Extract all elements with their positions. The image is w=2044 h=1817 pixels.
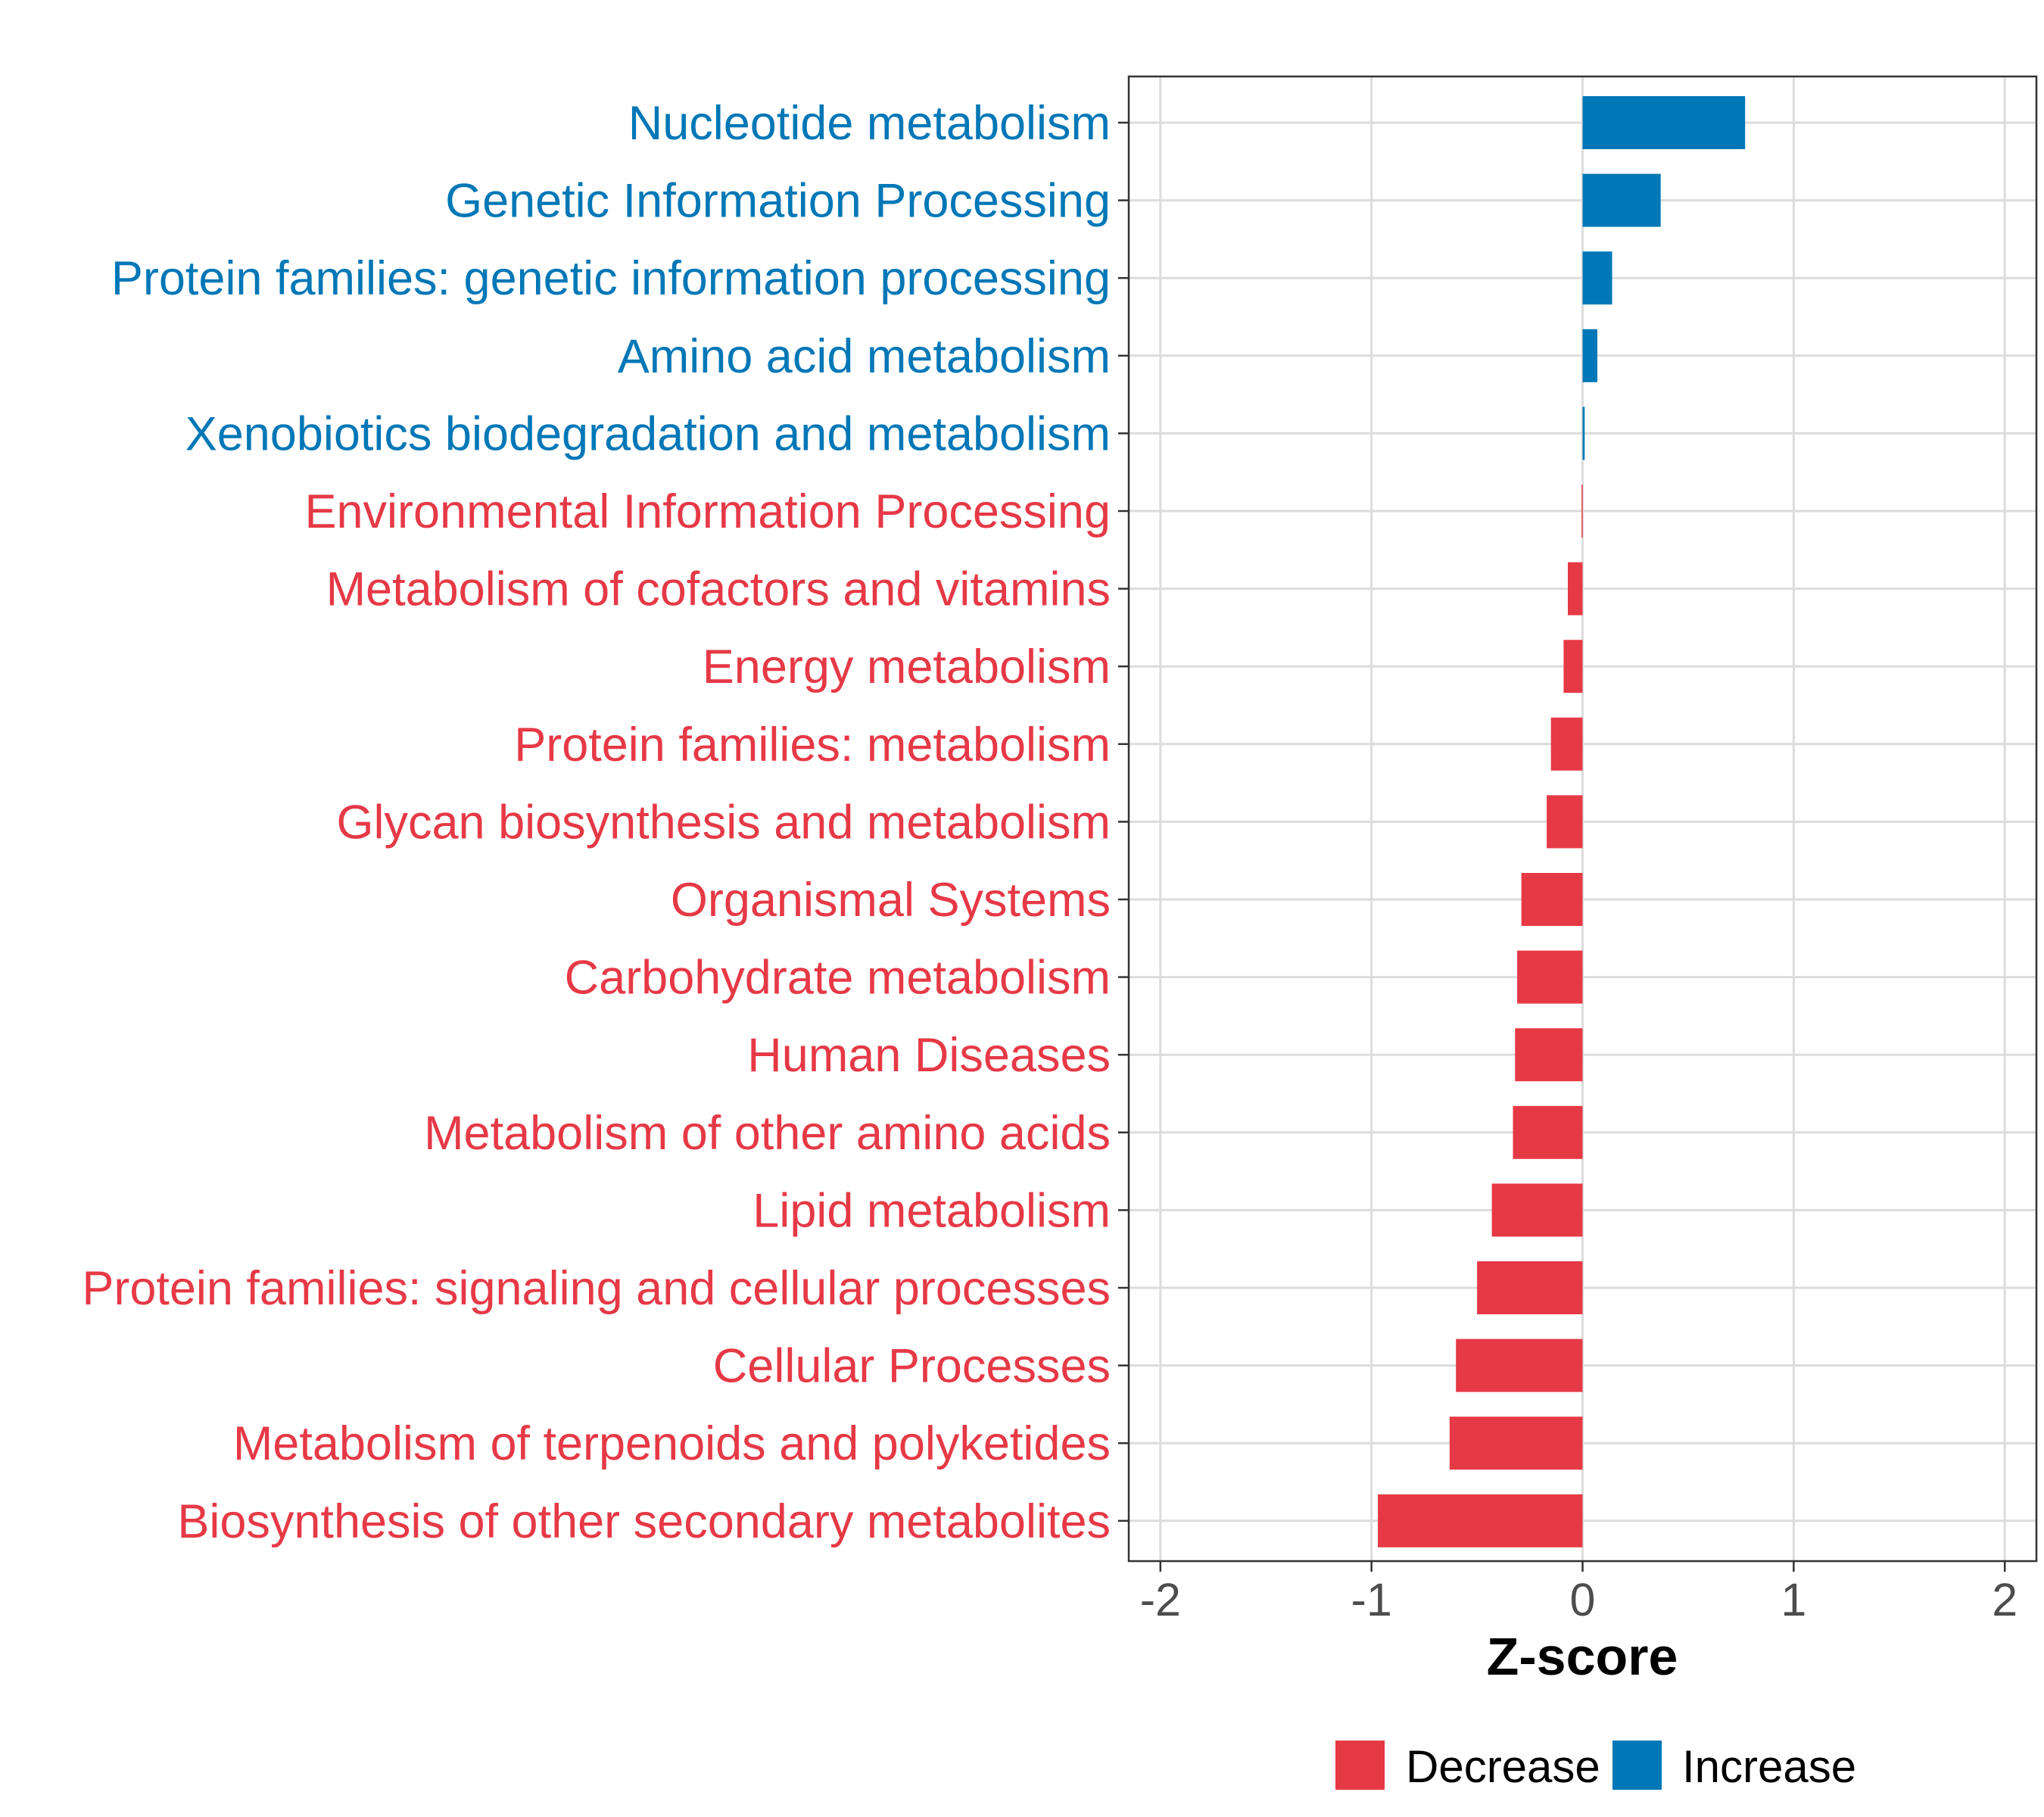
legend-swatch-increase [1612,1741,1662,1790]
x-axis-title: Z-score [1487,1627,1678,1686]
category-label: Protein families: metabolism [514,718,1111,771]
legend-swatch-decrease [1335,1741,1385,1790]
category-label: Lipid metabolism [752,1184,1111,1237]
bar [1449,1417,1583,1470]
bar [1582,251,1612,305]
category-label: Genetic Information Processing [445,175,1111,228]
category-label: Biosynthesis of other secondary metaboli… [177,1495,1111,1548]
bar [1582,329,1598,382]
category-label: Human Diseases [747,1029,1111,1082]
category-label: Protein families: signaling and cellular… [82,1262,1111,1315]
x-tick-label: 2 [1992,1574,2018,1625]
bar [1517,950,1583,1004]
category-label: Nucleotide metabolism [628,97,1111,150]
x-tick-label: 0 [1570,1574,1596,1625]
bar [1563,640,1583,693]
bar [1582,96,1746,149]
y-axis-labels: Nucleotide metabolism Genetic Information… [82,97,1111,1548]
legend-label-increase: Increase [1682,1741,1856,1792]
category-label: Xenobiotics biodegradation and metabolis… [185,407,1111,460]
bar [1581,485,1583,538]
bar [1582,173,1661,227]
category-label: Energy metabolism [703,640,1111,693]
bars [1378,96,1746,1547]
category-label: Carbohydrate metabolism [565,952,1111,1005]
category-label: Glycan biosynthesis and metabolism [337,796,1111,849]
bar [1567,562,1583,616]
bar [1513,1105,1583,1159]
bar [1550,717,1583,771]
category-label: Protein families: genetic information pr… [111,252,1111,305]
legend-label-decrease: Decrease [1406,1741,1600,1792]
x-tick-label: -1 [1351,1574,1392,1625]
category-label: Metabolism of other amino acids [424,1107,1111,1160]
bar [1456,1339,1583,1392]
category-label: Organismal Systems [671,874,1111,927]
y-axis-ticks [1118,121,1129,1522]
x-tick-label: 1 [1781,1574,1806,1625]
bar [1582,407,1585,460]
x-axis-labels: -2 -1 0 1 2 [1140,1574,2018,1625]
bar [1515,1028,1583,1082]
category-label: Cellular Processes [713,1340,1111,1393]
legend: Decrease Increase [1335,1741,1856,1792]
category-label: Environmental Information Processing [304,485,1111,538]
bar [1521,873,1583,926]
category-label: Metabolism of cofactors and vitamins [326,563,1111,616]
category-label: Metabolism of terpenoids and polyketides [233,1417,1111,1470]
bar [1378,1494,1583,1547]
x-tick-label: -2 [1140,1574,1181,1625]
bar [1547,795,1583,849]
x-axis-ticks [1159,1561,2006,1572]
bar [1491,1183,1583,1237]
category-label: Amino acid metabolism [618,330,1111,383]
bar [1477,1261,1583,1314]
